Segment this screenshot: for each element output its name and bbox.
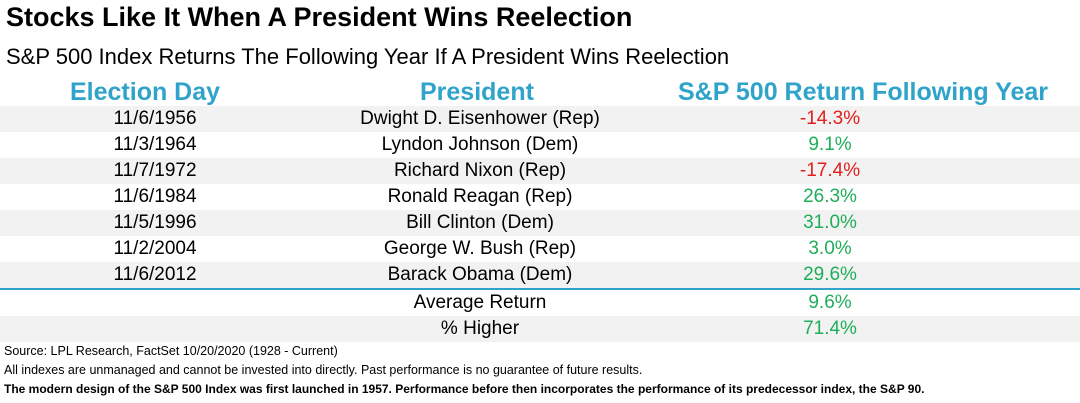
- president-cell: Bill Clinton (Dem): [406, 212, 554, 233]
- table-row: 11/3/1964 Lyndon Johnson (Dem) 9.1%: [0, 132, 1080, 158]
- president-cell: Dwight D. Eisenhower (Rep): [360, 108, 600, 129]
- return-cell: -14.3%: [799, 108, 861, 129]
- table-row: 11/6/1956 Dwight D. Eisenhower (Rep) -14.3…: [0, 106, 1080, 132]
- president-cell: Barack Obama (Dem): [387, 264, 573, 285]
- election-date-cell: 11/3/1964: [113, 134, 197, 155]
- election-date-cell: 11/6/2012: [113, 264, 197, 285]
- table-row: 11/6/1984 Ronald Reagan (Rep) 26.3%: [0, 184, 1080, 210]
- president-cell: Richard Nixon (Rep): [393, 160, 567, 181]
- summary-label: Average Return: [413, 292, 547, 313]
- president-cell: Ronald Reagan (Rep): [387, 186, 573, 207]
- source-note: Source: LPL Research, FactSet 10/20/2020…: [4, 344, 338, 358]
- table-row: 11/5/1996 Bill Clinton (Dem) 31.0%: [0, 210, 1080, 236]
- column-header-president: President: [420, 78, 534, 106]
- return-cell: 9.1%: [808, 134, 852, 155]
- summary-row: % Higher 71.4%: [0, 316, 1080, 342]
- summary-value: 9.6%: [808, 292, 852, 313]
- president-cell: George W. Bush (Rep): [383, 238, 577, 259]
- election-date-cell: 11/6/1956: [113, 108, 197, 129]
- table-row: 11/6/2012 Barack Obama (Dem) 29.6%: [0, 262, 1080, 288]
- return-cell: 3.0%: [808, 238, 852, 259]
- return-cell: 29.6%: [803, 264, 857, 285]
- disclaimer-note: All indexes are unmanaged and cannot be …: [4, 363, 643, 377]
- chart-subtitle: S&P 500 Index Returns The Following Year…: [6, 44, 730, 69]
- table-row: 11/7/1972 Richard Nixon (Rep) -17.4%: [0, 158, 1080, 184]
- table-body: 11/6/1956 Dwight D. Eisenhower (Rep) -14.3…: [0, 106, 1080, 288]
- return-cell: 31.0%: [803, 212, 857, 233]
- column-header-return: S&P 500 Return Following Year: [678, 78, 1049, 106]
- election-date-cell: 11/7/1972: [113, 160, 197, 181]
- election-date-cell: 11/2/2004: [113, 238, 197, 259]
- table-summary: Average Return 9.6% % Higher 71.4%: [0, 288, 1080, 342]
- chart-title: Stocks Like It When A President Wins Ree…: [6, 2, 633, 32]
- column-header-election-day: Election Day: [70, 78, 221, 106]
- returns-table: Election Day President S&P 500 Return Fo…: [0, 78, 1080, 342]
- election-date-cell: 11/5/1996: [113, 212, 197, 233]
- return-cell: 26.3%: [803, 186, 857, 207]
- return-cell: -17.4%: [799, 160, 861, 181]
- president-cell: Lyndon Johnson (Dem): [381, 134, 579, 155]
- summary-value: 71.4%: [803, 318, 857, 339]
- election-date-cell: 11/6/1984: [113, 186, 197, 207]
- table-row: 11/2/2004 George W. Bush (Rep) 3.0%: [0, 236, 1080, 262]
- summary-label: % Higher: [440, 318, 520, 339]
- table-header: Election Day President S&P 500 Return Fo…: [0, 78, 1080, 106]
- methodology-footnote: The modern design of the S&P 500 Index w…: [4, 382, 925, 396]
- footnotes: Source: LPL Research, FactSet 10/20/2020…: [4, 342, 1080, 399]
- summary-row: Average Return 9.6%: [0, 290, 1080, 316]
